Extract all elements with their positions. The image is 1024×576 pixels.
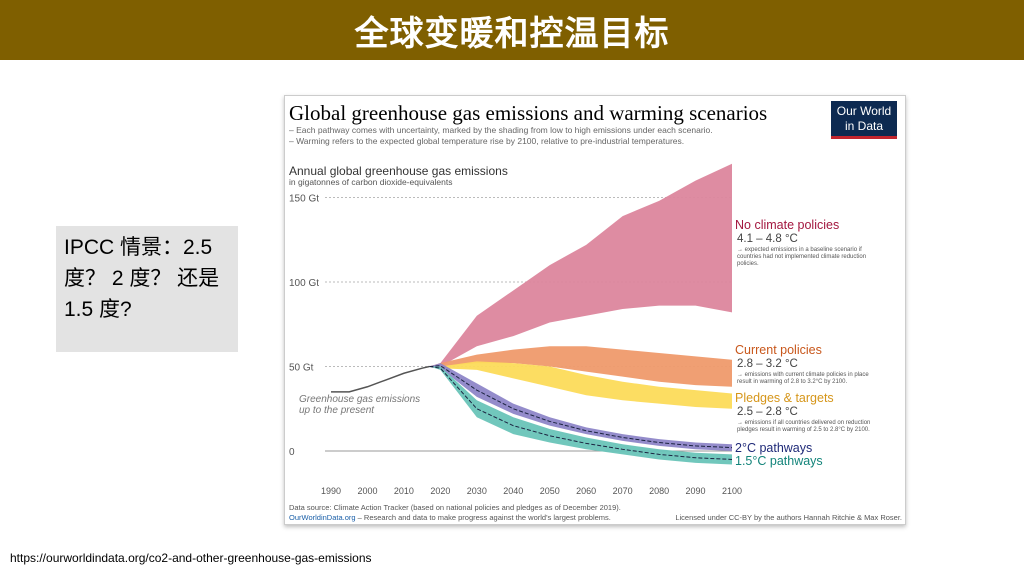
chart-subtitle-1: – Each pathway comes with uncertainty, m… <box>289 125 713 135</box>
band-current-policies <box>429 346 732 387</box>
x-tick-label: 2040 <box>503 486 523 496</box>
x-tick-label: 2050 <box>540 486 560 496</box>
series-temp: 2.5 – 2.8 °C <box>737 406 798 418</box>
svg-text:in Data: in Data <box>845 119 883 133</box>
emissions-chart: Global greenhouse gas emissions and warm… <box>289 101 902 522</box>
x-tick-label: 2100 <box>722 486 742 496</box>
chart-title: Global greenhouse gas emissions and warm… <box>289 101 767 125</box>
band-1-5-c-pathways <box>429 366 732 465</box>
question-text: IPCC 情景：2.5 度？ 2 度？ 还是 1.5 度? <box>64 236 220 321</box>
series-temp: 2.8 – 3.2 °C <box>737 358 798 370</box>
chart-subtitle-2: – Warming refers to the expected global … <box>289 136 684 146</box>
median-line <box>429 365 733 449</box>
historical-label: Greenhouse gas emissions up to the presen… <box>299 394 420 416</box>
y-tick-label: 150 Gt <box>289 194 319 205</box>
slide-title-bar: 全球变暖和控温目标 <box>0 0 1024 60</box>
historical-line <box>331 365 430 393</box>
x-tick-label: 2020 <box>430 486 450 496</box>
svg-text:Our World: Our World <box>837 104 891 118</box>
x-tick-label: 2090 <box>686 486 706 496</box>
chart-image: Global greenhouse gas emissions and warm… <box>284 95 906 525</box>
footer-license: Licensed under CC-BY by the authors Hann… <box>675 513 902 522</box>
y-tick-label: 100 Gt <box>289 278 319 289</box>
median-line <box>429 366 733 460</box>
y-tick-label: 0 <box>289 447 295 458</box>
series-note: → expected emissions in a baseline scena… <box>737 247 868 267</box>
x-tick-label: 2010 <box>394 486 414 496</box>
band-no-climate-policies <box>429 163 732 367</box>
band-pledges-targets <box>429 361 732 409</box>
source-url[interactable]: https://ourworldindata.org/co2-and-other… <box>10 551 372 565</box>
question-box: IPCC 情景：2.5 度？ 2 度？ 还是 1.5 度? <box>56 226 238 352</box>
y-axis-sublabel: in gigatonnes of carbon dioxide-equivale… <box>289 177 453 187</box>
series-label: 2°C pathways <box>735 441 812 455</box>
x-tick-label: 2060 <box>576 486 596 496</box>
x-tick-label: 2000 <box>357 486 377 496</box>
series-note: → emissions with current climate policie… <box>737 372 870 385</box>
x-tick-label: 1990 <box>321 486 341 496</box>
series-note: → emissions if all countries delivered o… <box>737 420 872 433</box>
series-label: Pledges & targets <box>735 391 834 405</box>
footer-source: Data source: Climate Action Tracker (bas… <box>289 503 621 512</box>
x-tick-label: 2080 <box>649 486 669 496</box>
series-label: 1.5°C pathways <box>735 454 823 468</box>
owid-logo: Our World in Data <box>831 101 897 139</box>
slide-title: 全球变暖和控温目标 <box>354 13 670 54</box>
x-tick-label: 2070 <box>613 486 633 496</box>
x-tick-label: 2030 <box>467 486 487 496</box>
y-axis-label: Annual global greenhouse gas emissions <box>289 164 508 178</box>
y-tick-label: 50 Gt <box>289 363 314 374</box>
series-label: No climate policies <box>735 218 839 232</box>
series-label: Current policies <box>735 343 822 357</box>
series-temp: 4.1 – 4.8 °C <box>737 233 798 245</box>
footer-owid: OurWorldinData.org – Research and data t… <box>289 513 611 522</box>
